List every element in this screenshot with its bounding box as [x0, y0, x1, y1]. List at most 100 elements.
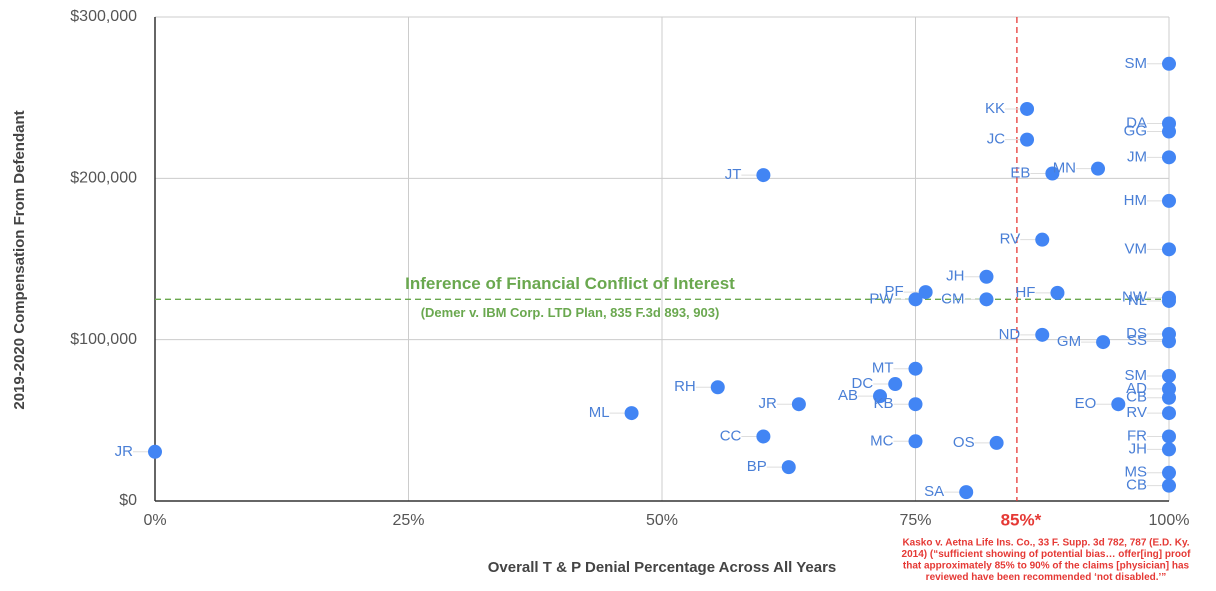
point-label: JR — [115, 443, 134, 460]
point — [908, 434, 923, 449]
point — [979, 292, 994, 307]
point-label: MC — [870, 432, 893, 449]
point-label: PW — [869, 290, 894, 307]
reference-note: that approximately 85% to 90% of the cla… — [903, 561, 1190, 572]
point-label: JH — [1129, 440, 1147, 457]
point-label: JH — [946, 268, 964, 285]
x-tick-label: 100% — [1149, 512, 1190, 529]
point — [1111, 397, 1126, 412]
x-tick-label: 25% — [392, 512, 424, 529]
point — [1045, 166, 1060, 181]
point-label: MT — [872, 360, 894, 377]
point — [1162, 368, 1176, 383]
point — [1162, 406, 1176, 421]
point — [918, 285, 933, 300]
point-label: BP — [747, 458, 767, 475]
reference-sublabel: (Demer v. IBM Corp. LTD Plan, 835 F.3d 8… — [421, 305, 720, 320]
point-label: ND — [999, 326, 1021, 343]
point-label: RV — [1126, 404, 1147, 421]
point — [1162, 465, 1176, 480]
point — [1162, 150, 1176, 165]
point-label: RV — [1000, 231, 1021, 248]
point — [1162, 334, 1176, 349]
point-label: SM — [1125, 367, 1148, 384]
x-tick-label: 50% — [646, 512, 678, 529]
point — [1162, 56, 1176, 71]
point — [873, 389, 888, 404]
point-label: DA — [1126, 114, 1147, 131]
point-label: JT — [725, 166, 742, 183]
point — [908, 361, 923, 376]
point-label: DC — [852, 375, 874, 392]
point-label: EO — [1075, 395, 1097, 412]
x-tick-label: 75% — [899, 512, 931, 529]
point — [979, 269, 994, 284]
point-label: CM — [941, 290, 964, 307]
x-tick-label: 0% — [143, 512, 166, 529]
point-label: EB — [1010, 164, 1030, 181]
point-label: VM — [1125, 240, 1148, 257]
y-tick-label: $100,000 — [70, 331, 137, 348]
point — [148, 444, 162, 459]
y-tick-label: $200,000 — [70, 170, 137, 187]
point — [1096, 335, 1111, 350]
x-axis-title: Overall T & P Denial Percentage Across A… — [488, 559, 837, 576]
point-label: CB — [1126, 477, 1147, 494]
point-label: ML — [589, 404, 610, 421]
point-label: FR — [1127, 427, 1147, 444]
point — [1162, 390, 1176, 405]
point — [908, 292, 923, 307]
point — [1162, 242, 1176, 257]
point — [1162, 429, 1176, 444]
point-label: JR — [759, 395, 778, 412]
point-label: GM — [1057, 333, 1081, 350]
point-label: OS — [953, 434, 975, 451]
point — [1162, 442, 1176, 457]
point-label: NW — [1122, 289, 1148, 306]
point — [756, 168, 771, 183]
point — [1091, 161, 1106, 176]
point — [1162, 478, 1176, 493]
point — [1162, 193, 1176, 208]
point — [888, 377, 903, 392]
y-tick-label: $300,000 — [70, 8, 137, 25]
point-label: MN — [1053, 160, 1076, 177]
point — [781, 460, 796, 475]
point-label: KK — [985, 100, 1005, 117]
point — [710, 380, 725, 395]
point-label: PF — [884, 283, 903, 300]
point-label: SM — [1125, 55, 1148, 72]
point — [791, 397, 806, 412]
y-axis-title: 2019-2020 Compensation From Defendant — [11, 110, 28, 409]
point-label: SA — [924, 483, 944, 500]
reference-note: Kasko v. Aetna Life Ins. Co., 33 F. Supp… — [902, 538, 1189, 549]
reference-note: reviewed have been recommended ‘not disa… — [926, 572, 1167, 583]
point-label: HM — [1124, 192, 1147, 209]
reference-note: 2014) (“sufficient showing of potential … — [902, 549, 1192, 560]
point-label: AB — [838, 387, 858, 404]
point — [756, 429, 771, 444]
point-label: RH — [674, 378, 696, 395]
point — [1162, 124, 1176, 139]
point — [1035, 232, 1050, 247]
point — [1162, 293, 1176, 308]
point-label: CB — [1126, 389, 1147, 406]
point — [624, 406, 639, 421]
point-label: MS — [1125, 464, 1148, 481]
point — [989, 435, 1004, 450]
point-label: DS — [1126, 325, 1147, 342]
point-label: JC — [987, 131, 1006, 148]
point-label: CC — [720, 427, 742, 444]
point-label: NL — [1128, 292, 1147, 309]
point — [1020, 132, 1035, 147]
point — [1020, 101, 1035, 116]
point-label: GG — [1124, 123, 1147, 140]
point — [1050, 285, 1065, 300]
point-label: JM — [1127, 148, 1147, 165]
point-label: AD — [1126, 380, 1147, 397]
reference-label: Inference of Financial Conflict of Inter… — [405, 274, 735, 293]
point — [959, 485, 974, 500]
point-label: HF — [1015, 284, 1035, 301]
point — [908, 397, 923, 412]
